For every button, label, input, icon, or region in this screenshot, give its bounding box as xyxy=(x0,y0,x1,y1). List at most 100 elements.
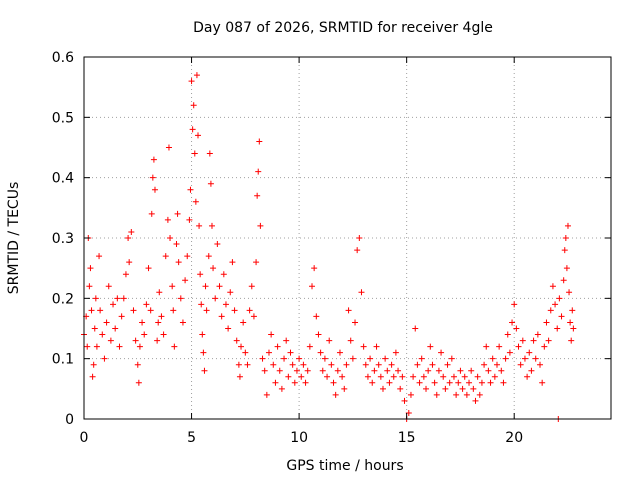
data-point xyxy=(188,78,195,85)
data-point xyxy=(317,349,324,356)
data-point xyxy=(186,216,193,223)
data-point xyxy=(345,307,352,314)
data-point xyxy=(362,361,369,368)
data-point xyxy=(97,307,104,314)
data-point xyxy=(136,343,143,350)
data-point xyxy=(521,355,528,362)
data-point xyxy=(90,361,97,368)
data-point xyxy=(563,265,570,272)
data-point xyxy=(524,373,531,380)
data-point xyxy=(96,253,103,260)
data-point xyxy=(539,379,546,386)
data-point xyxy=(259,355,266,362)
data-point xyxy=(438,349,445,356)
data-point xyxy=(162,253,169,260)
grid-lines xyxy=(84,57,611,419)
data-point xyxy=(427,343,434,350)
data-point xyxy=(201,367,208,374)
data-point xyxy=(570,325,577,332)
data-point xyxy=(442,385,449,392)
data-point xyxy=(440,373,447,380)
data-point xyxy=(192,198,199,205)
data-point xyxy=(116,343,123,350)
data-point xyxy=(414,361,421,368)
data-point xyxy=(287,349,294,356)
data-point xyxy=(118,313,125,320)
data-point xyxy=(364,373,371,380)
data-point xyxy=(330,379,337,386)
data-point xyxy=(125,235,132,241)
data-point xyxy=(248,283,255,290)
data-point xyxy=(466,379,473,386)
data-point xyxy=(231,307,238,314)
data-point xyxy=(296,355,303,362)
data-point xyxy=(274,343,281,350)
data-point xyxy=(122,271,129,278)
data-point xyxy=(298,373,305,380)
data-point xyxy=(349,355,356,362)
data-point xyxy=(283,337,290,344)
data-point xyxy=(566,289,573,296)
data-point xyxy=(89,373,96,380)
data-point xyxy=(107,337,114,344)
x-tick-label: 10 xyxy=(290,430,308,446)
data-point xyxy=(470,385,477,392)
data-point xyxy=(433,391,440,398)
data-point xyxy=(270,361,277,368)
data-point xyxy=(412,325,419,332)
data-point xyxy=(332,391,339,398)
data-point xyxy=(455,379,462,386)
data-point xyxy=(334,367,341,374)
data-point xyxy=(561,247,568,254)
data-point xyxy=(150,156,157,163)
data-point xyxy=(552,301,559,308)
data-point xyxy=(326,337,333,344)
data-point xyxy=(336,349,343,356)
data-point xyxy=(197,271,204,278)
data-point xyxy=(423,385,430,392)
y-tick-label: 0.3 xyxy=(52,231,74,247)
data-point xyxy=(459,385,466,392)
data-point xyxy=(187,186,194,193)
data-point xyxy=(149,174,156,181)
data-point xyxy=(498,367,505,374)
data-point xyxy=(236,373,243,380)
data-point xyxy=(165,144,172,151)
data-point xyxy=(481,361,488,368)
data-point xyxy=(395,367,402,374)
data-point xyxy=(105,283,112,290)
data-point xyxy=(93,343,100,350)
data-point xyxy=(263,391,270,398)
data-point xyxy=(212,295,219,302)
data-point xyxy=(167,235,174,241)
data-point xyxy=(547,307,554,314)
data-point xyxy=(130,307,137,314)
data-point xyxy=(156,289,163,296)
data-point xyxy=(218,313,225,320)
data-point xyxy=(134,361,141,368)
data-point xyxy=(265,349,272,356)
data-point xyxy=(491,373,498,380)
data-point xyxy=(103,319,110,326)
data-point xyxy=(170,307,177,314)
data-point xyxy=(352,319,359,326)
data-point xyxy=(416,379,423,386)
data-point xyxy=(537,361,544,368)
data-point xyxy=(300,361,307,368)
data-point xyxy=(253,259,260,266)
data-point xyxy=(554,325,561,332)
data-point xyxy=(244,361,251,368)
x-tick-label: 20 xyxy=(505,430,523,446)
data-point xyxy=(463,391,470,398)
data-point xyxy=(200,349,207,356)
data-point xyxy=(126,259,133,266)
data-point xyxy=(147,307,154,314)
data-point xyxy=(195,132,202,139)
data-point xyxy=(444,361,451,368)
data-point xyxy=(203,307,210,314)
data-point xyxy=(291,379,298,386)
y-tick-label: 0.5 xyxy=(52,110,74,126)
data-point xyxy=(225,325,232,332)
y-tick-label: 0.1 xyxy=(52,352,74,368)
